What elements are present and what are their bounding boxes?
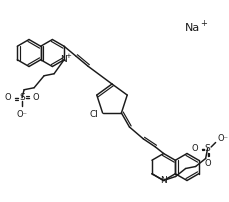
Text: O⁻: O⁻ — [216, 134, 227, 143]
Text: +: + — [200, 20, 207, 28]
Text: O: O — [203, 159, 210, 168]
Text: Cl: Cl — [89, 110, 98, 119]
Text: +: + — [65, 53, 71, 59]
Text: O: O — [33, 93, 39, 102]
Text: Na: Na — [185, 23, 200, 33]
Text: S: S — [19, 93, 25, 102]
Text: O: O — [191, 144, 197, 153]
Text: O⁻: O⁻ — [16, 110, 27, 119]
Text: N: N — [60, 55, 67, 64]
Text: S: S — [204, 144, 210, 153]
Text: O: O — [5, 93, 11, 102]
Text: N: N — [160, 176, 166, 185]
